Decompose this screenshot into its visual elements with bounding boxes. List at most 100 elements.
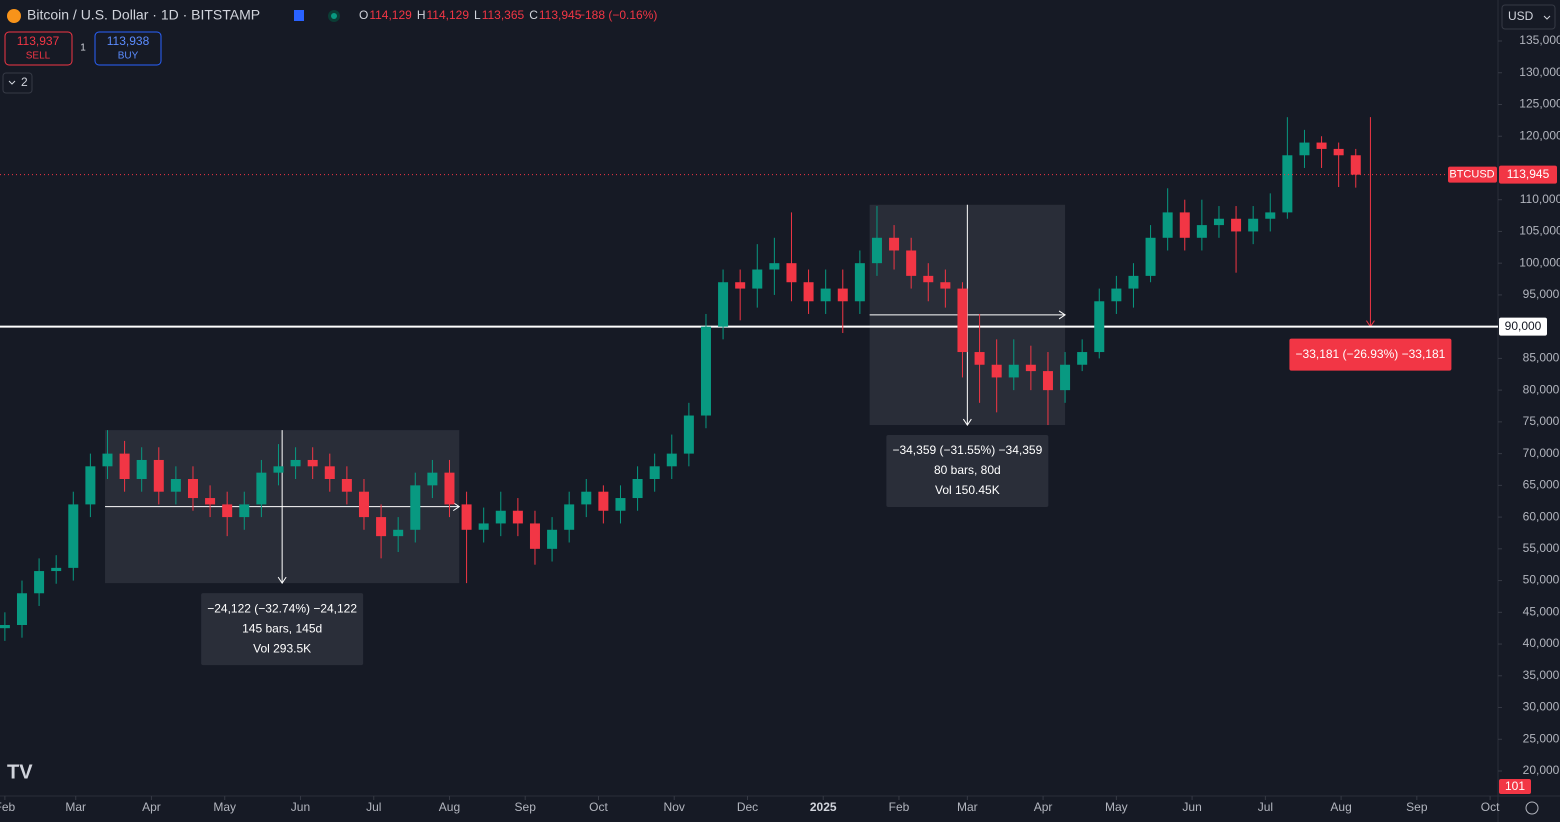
ohlc-value: 113,945 [539,8,582,22]
hline-label-box [1499,317,1547,336]
x-tick-label: Sep [515,800,537,814]
buy-price[interactable]: 113,938 [107,34,150,48]
candle-body [889,237,900,251]
candle-body [341,479,352,492]
candle-body [1316,142,1327,149]
candle-body [683,415,694,454]
candle-body [85,466,96,505]
candle-body [358,491,369,518]
candle-body [68,504,79,568]
y-tick-label: 50,000 [1523,573,1560,587]
candle-body [871,237,882,264]
x-tick-label: Jul [1258,800,1273,814]
y-tick-label: 45,000 [1523,604,1560,618]
candle-body [1196,225,1207,238]
candle-body [239,504,250,518]
x-tick-label: Apr [1034,800,1053,814]
ohlc: O 114,129 H 114,129 L 113,365 C 113,945 [359,8,582,22]
y-tick-label: 105,000 [1519,224,1560,238]
y-tick-label: 30,000 [1523,700,1560,714]
candle-body [393,529,404,537]
x-tick-label: Aug [1330,800,1351,814]
candle-body [854,263,865,302]
y-tick-label: 120,000 [1519,128,1560,142]
x-tick-label: Feb [889,800,910,814]
candle-body [187,479,198,499]
candle-body [102,453,113,467]
candle-body [1128,275,1139,289]
x-tick-label: Apr [142,800,161,814]
price-label: 113,945 [1507,167,1550,181]
candle-body [1111,288,1122,302]
ohlc-key: O [359,8,368,22]
candle-body [1231,218,1242,232]
candle-body [1060,364,1071,391]
measure-arrow [962,418,972,426]
volume-label: 101 [1505,779,1525,793]
x-tick-label: Mar [957,800,978,814]
coin-icon [7,9,21,23]
candle-body [512,510,523,524]
y-tick-label: 70,000 [1523,446,1560,460]
currency-select[interactable] [1501,4,1556,30]
candle-body [564,504,575,530]
candle-body [290,459,301,467]
candle-body [906,250,917,276]
x-tick-label: Jun [291,800,310,814]
candle-body [837,288,848,302]
candle-body [1333,148,1344,156]
candle-body [51,567,62,572]
candle-body [803,282,814,302]
y-tick-label: 75,000 [1523,414,1560,428]
price-name-box [1448,166,1497,183]
candle-body [427,472,438,486]
candle-body [495,510,506,524]
candle-body [615,498,626,511]
candle-body [1094,301,1105,353]
chevron [1543,15,1551,20]
measure-label-box [1289,338,1452,371]
measure-label: Vol 293.5K [253,641,311,655]
x-tick-label: Oct [589,800,608,814]
y-tick-label: 35,000 [1523,668,1560,682]
y-tick-label: 85,000 [1523,351,1560,365]
candle-body [1350,155,1361,175]
x-tick-label: Oct [1481,800,1500,814]
flag [294,10,304,21]
candle-body [666,453,677,467]
y-tick-label: 60,000 [1523,509,1560,523]
sell-button[interactable] [4,31,73,66]
buy-button[interactable] [94,31,162,66]
candle-body [547,529,558,549]
indicators-count[interactable]: 2 [21,75,28,89]
settings-icon[interactable] [1525,801,1539,815]
y-tick-label: 55,000 [1523,541,1560,555]
measure-arrow [277,576,287,585]
candle-body [444,472,455,505]
measure-label: −24,122 (−32.74%) −24,122 [207,601,357,615]
measure-arrow [452,502,461,512]
change: −188 (−0.16%) [578,8,657,22]
x-tick-label: Jun [1182,800,1201,814]
indicators-toggle[interactable] [2,72,33,94]
candle-body [1145,237,1156,276]
buy-label[interactable]: BUY [118,51,139,62]
candle-body [581,491,592,505]
candle-body [1248,218,1259,232]
measure-label: 145 bars, 145d [242,621,322,635]
candle-body [632,479,643,499]
x-tick-label: Dec [737,800,758,814]
y-tick-label: 135,000 [1519,33,1560,47]
candle-body [205,498,216,505]
candle-body [718,282,729,327]
y-tick-label: 110,000 [1520,192,1560,206]
y-tick-label: 100,000 [1519,255,1560,269]
sell-label[interactable]: SELL [26,51,51,62]
candle-body [410,485,421,530]
candle-body [598,491,609,511]
ohlc-value: 113,365 [482,8,525,22]
currency[interactable]: USD [1508,9,1534,23]
ohlc-value: 114,129 [427,8,470,22]
sell-price[interactable]: 113,937 [17,34,60,48]
candle-body [376,517,387,537]
